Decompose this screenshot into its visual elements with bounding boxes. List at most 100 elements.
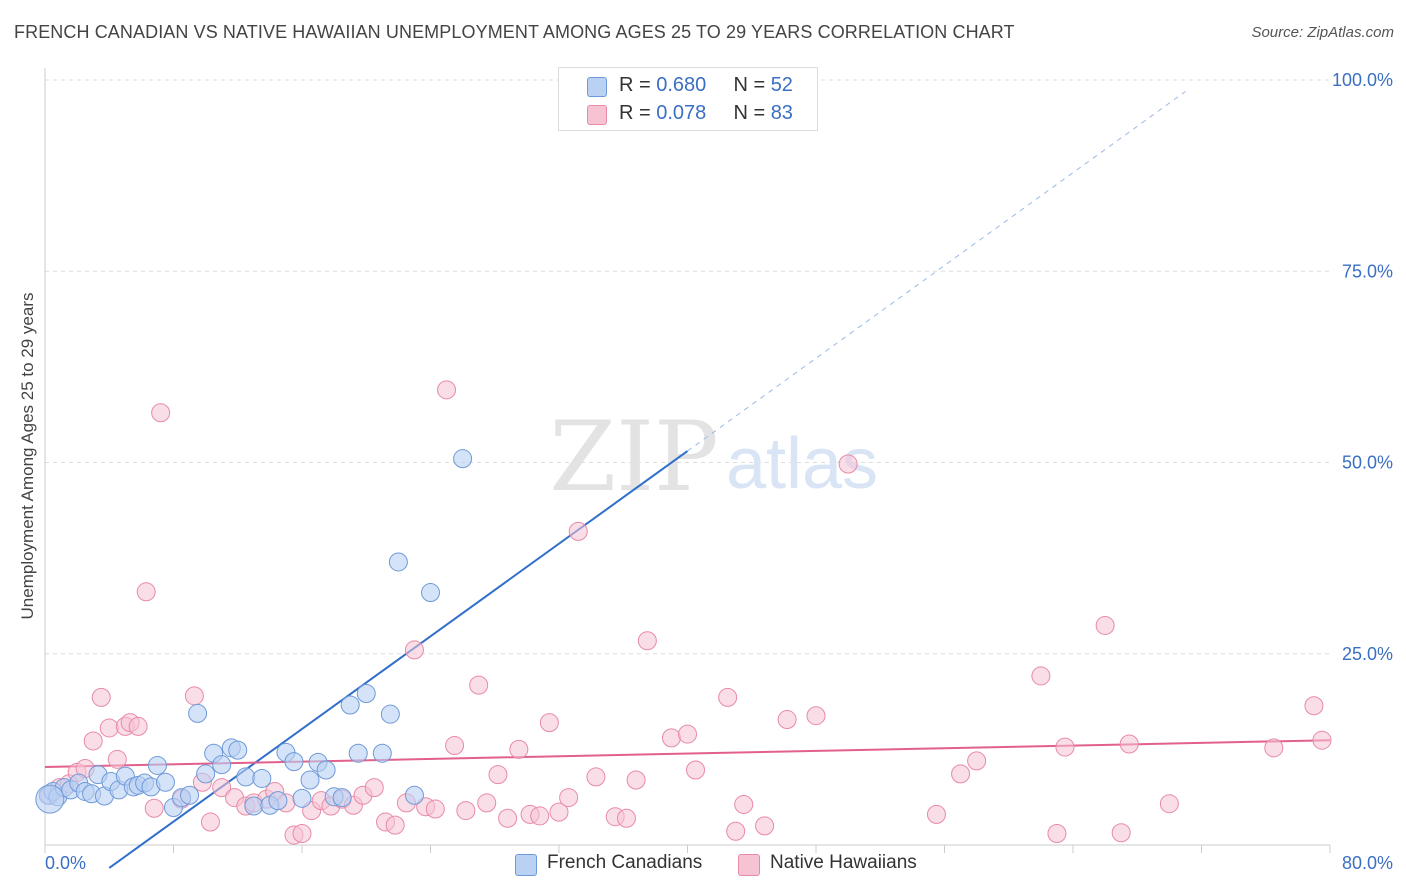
- data-point-native-hawaiians: [488, 765, 508, 785]
- data-point-native-hawaiians: [1047, 824, 1067, 844]
- data-point-native-hawaiians: [734, 794, 754, 814]
- data-point-native-hawaiians: [425, 799, 445, 819]
- legend-swatch-blue: [587, 77, 607, 97]
- y-tick-label: 100.0%: [1332, 70, 1393, 90]
- data-point-french-canadians: [332, 788, 352, 808]
- data-point-native-hawaiians: [678, 724, 697, 744]
- data-point-native-hawaiians: [498, 808, 518, 828]
- data-point-french-canadians: [35, 784, 65, 814]
- data-point-native-hawaiians: [726, 821, 746, 841]
- chart-title: FRENCH CANADIAN VS NATIVE HAWAIIAN UNEMP…: [14, 22, 1015, 42]
- data-point-native-hawaiians: [364, 778, 384, 798]
- data-point-french-canadians: [252, 768, 272, 788]
- data-point-french-canadians: [244, 796, 264, 816]
- data-point-native-hawaiians: [568, 521, 588, 541]
- data-point-french-canadians: [453, 449, 473, 469]
- watermark: ZIP atlas: [549, 401, 878, 513]
- x-tick-label: 0.0%: [45, 853, 86, 873]
- data-point-french-canadians: [380, 704, 400, 724]
- data-point-native-hawaiians: [755, 816, 775, 836]
- grid-lines: [45, 79, 1330, 655]
- data-point-french-canadians: [292, 788, 312, 808]
- data-point-native-hawaiians: [1111, 823, 1131, 843]
- legend-swatch-pink: [738, 854, 760, 876]
- data-point-native-hawaiians: [549, 802, 569, 822]
- n-label: N =: [733, 102, 771, 124]
- legend-label: Native Hawaiians: [770, 852, 917, 873]
- legend-swatch-pink: [587, 105, 607, 125]
- axes: [44, 68, 1331, 853]
- watermark-zip: ZIP: [549, 401, 718, 513]
- data-point-native-hawaiians: [1119, 734, 1139, 754]
- data-point-native-hawaiians: [509, 739, 529, 759]
- data-point-french-canadians: [348, 743, 368, 763]
- x-tick-label: 80.0%: [1342, 853, 1393, 873]
- n-label: N =: [733, 74, 771, 96]
- data-point-native-hawaiians: [91, 687, 111, 707]
- data-point-native-hawaiians: [559, 788, 579, 808]
- y-tick-label: 50.0%: [1342, 453, 1393, 473]
- data-point-french-canadians: [421, 583, 440, 603]
- data-point-native-hawaiians: [838, 454, 858, 474]
- data-point-french-canadians: [228, 740, 248, 760]
- tick-labels: 25.0% 50.0% 75.0% 100.0% 0.0% 80.0%: [45, 70, 1393, 873]
- data-point-french-canadians: [236, 767, 256, 787]
- trend-line-extension: [687, 91, 1186, 452]
- data-point-native-hawaiians: [637, 631, 657, 651]
- data-point-native-hawaiians: [1159, 794, 1179, 814]
- data-point-native-hawaiians: [385, 815, 405, 835]
- data-point-native-hawaiians: [718, 687, 738, 707]
- data-point-native-hawaiians: [184, 686, 204, 706]
- data-point-native-hawaiians: [136, 582, 156, 602]
- data-point-native-hawaiians: [1055, 737, 1075, 757]
- data-point-french-canadians: [155, 772, 175, 792]
- data-point-native-hawaiians: [107, 749, 127, 769]
- data-point-native-hawaiians: [951, 764, 971, 784]
- data-point-native-hawaiians: [445, 736, 465, 756]
- r-value: 0.680: [656, 74, 707, 96]
- data-point-french-canadians: [147, 755, 167, 775]
- data-point-french-canadians: [284, 752, 304, 772]
- legend-swatch-blue: [515, 854, 537, 876]
- data-point-native-hawaiians: [437, 380, 457, 400]
- data-point-french-canadians: [188, 703, 208, 723]
- data-point-french-canadians: [356, 684, 376, 704]
- data-point-native-hawaiians: [1095, 615, 1115, 635]
- data-point-native-hawaiians: [1312, 730, 1332, 750]
- data-point-native-hawaiians: [200, 812, 220, 832]
- data-point-native-hawaiians: [477, 793, 497, 813]
- data-point-french-canadians: [180, 785, 200, 805]
- data-point-native-hawaiians: [530, 806, 550, 826]
- data-point-french-canadians: [212, 755, 232, 775]
- legend-label: French Canadians: [547, 852, 703, 873]
- data-point-native-hawaiians: [128, 716, 148, 736]
- data-point-native-hawaiians: [83, 731, 103, 751]
- data-point-french-canadians: [300, 770, 320, 790]
- french-canadians-points: [35, 70, 681, 818]
- correlation-legend: R = 0.680 N = 52 R = 0.078 N = 83: [558, 67, 818, 131]
- data-point-french-canadians: [340, 695, 360, 715]
- data-point-french-canadians: [388, 552, 408, 572]
- data-point-native-hawaiians: [469, 675, 489, 695]
- r-label: R =: [619, 74, 657, 96]
- data-point-native-hawaiians: [404, 640, 424, 660]
- data-point-native-hawaiians: [212, 778, 232, 798]
- data-point-french-canadians: [372, 743, 392, 763]
- data-point-native-hawaiians: [1264, 738, 1284, 758]
- y-tick-label: 75.0%: [1342, 261, 1393, 281]
- data-point-native-hawaiians: [967, 751, 987, 771]
- data-point-native-hawaiians: [777, 710, 797, 730]
- data-point-french-canadians: [404, 785, 424, 805]
- data-point-native-hawaiians: [144, 798, 164, 818]
- data-point-native-hawaiians: [586, 767, 606, 787]
- data-point-native-hawaiians: [539, 713, 559, 733]
- data-point-native-hawaiians: [806, 706, 826, 726]
- data-point-native-hawaiians: [626, 770, 646, 790]
- n-value: 83: [770, 102, 793, 124]
- data-point-french-canadians: [196, 764, 216, 784]
- r-label: R =: [619, 102, 657, 124]
- data-point-native-hawaiians: [661, 728, 681, 748]
- data-point-native-hawaiians: [926, 804, 946, 824]
- trend-lines: [44, 91, 1331, 869]
